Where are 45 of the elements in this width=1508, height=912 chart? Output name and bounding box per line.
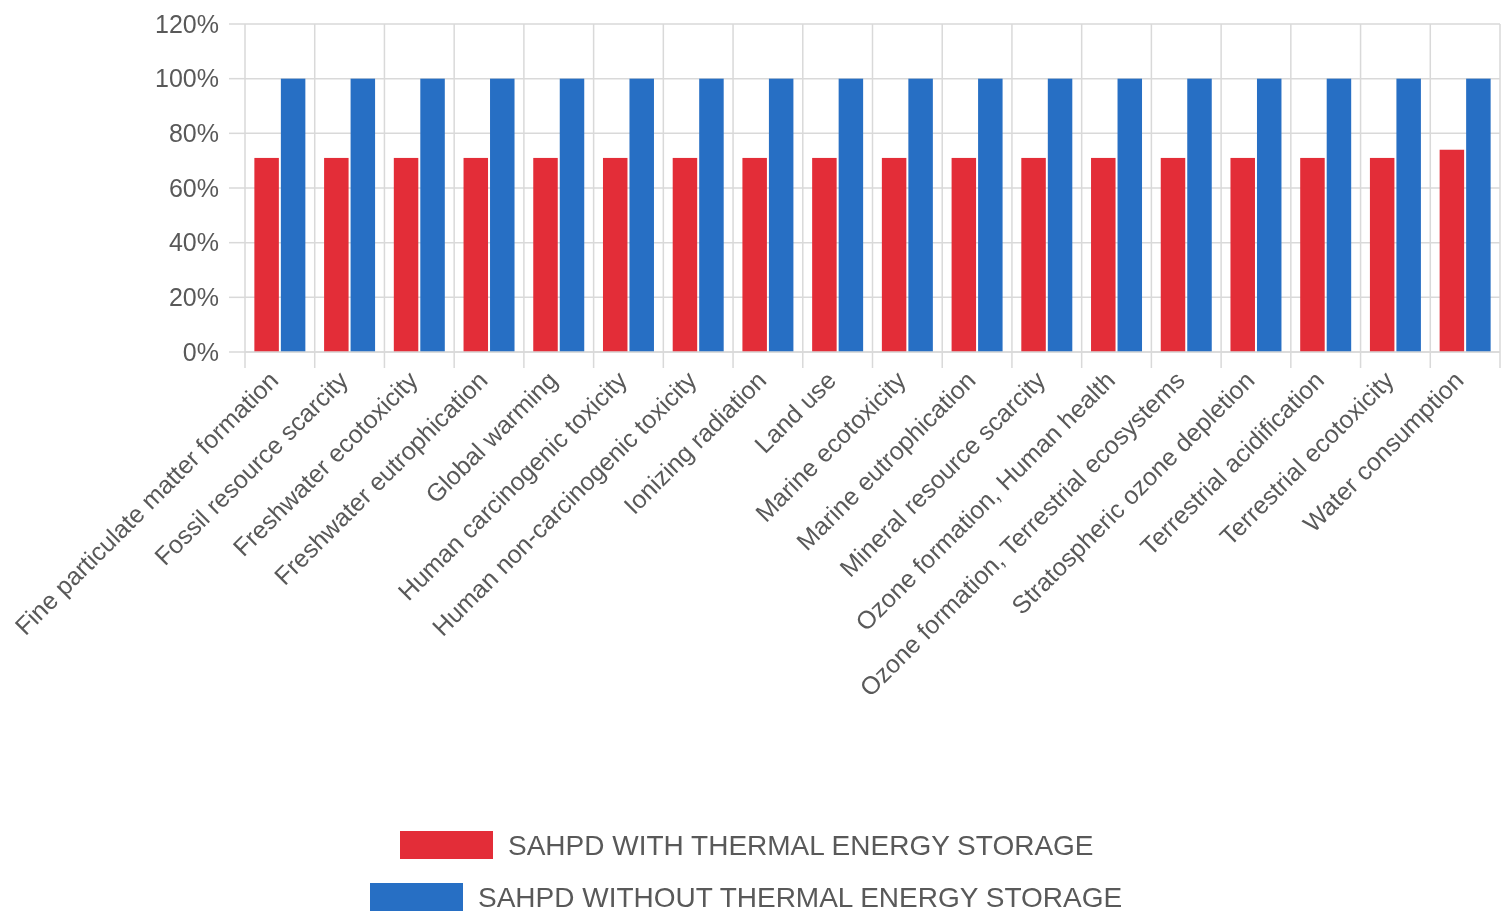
bar: [1396, 78, 1421, 352]
legend-label: SAHPD WITHOUT THERMAL ENERGY STORAGE: [478, 881, 1123, 912]
bar: [350, 78, 376, 352]
bar: [1326, 78, 1352, 352]
legend-label: SAHPD WITH THERMAL ENERGY STORAGE: [508, 829, 1094, 861]
bar: [254, 157, 279, 352]
y-tick-label: 60%: [168, 173, 219, 202]
bar: [1466, 78, 1491, 352]
bar: [393, 157, 419, 352]
bar: [602, 157, 628, 352]
y-tick-label: 20%: [168, 283, 219, 312]
bar: [812, 157, 837, 352]
bar: [1369, 157, 1395, 352]
y-tick-label: 40%: [168, 228, 219, 257]
y-tick-label: 120%: [155, 9, 219, 38]
bar: [1256, 78, 1282, 352]
bar: [1091, 157, 1116, 352]
bar: [280, 78, 306, 352]
bar: [908, 78, 933, 352]
bar: [1230, 157, 1255, 352]
bar: [1160, 157, 1186, 352]
bar: [1021, 157, 1046, 352]
bar: [978, 78, 1003, 352]
y-tick-label: 0%: [182, 337, 219, 366]
bar: [768, 78, 794, 352]
bar: [1439, 149, 1465, 352]
bar: [324, 157, 349, 352]
bar: [672, 157, 698, 352]
bar: [533, 157, 558, 352]
bar: [490, 78, 515, 352]
bar: [951, 157, 977, 352]
bar: [629, 78, 654, 352]
bar: [420, 78, 445, 352]
bar: [1117, 78, 1143, 352]
bar: [559, 78, 585, 352]
y-tick-label: 100%: [155, 64, 219, 93]
y-tick-label: 80%: [168, 119, 219, 148]
bar: [699, 78, 724, 352]
bar: [742, 157, 767, 352]
bar: [1047, 78, 1073, 352]
bar: [463, 157, 489, 352]
bar: [1187, 78, 1212, 352]
bar: [881, 157, 907, 352]
bar: [1300, 157, 1325, 352]
bar: [838, 78, 864, 352]
